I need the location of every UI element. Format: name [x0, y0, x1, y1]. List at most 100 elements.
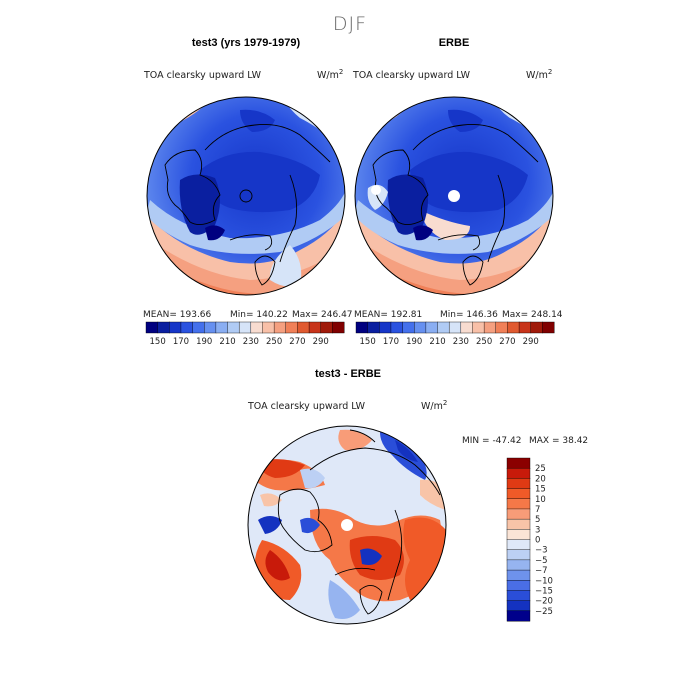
obs-mean: MEAN= 192.81	[354, 310, 422, 320]
model-colorbar-swatch	[320, 321, 333, 334]
diff-colorbar-tick-label: 25	[535, 464, 546, 474]
obs-variable-label: TOA clearsky upward LW	[352, 70, 471, 81]
obs-colorbar: 150 170 190 210 230 250 270 290	[355, 321, 555, 347]
diff-polar-map	[247, 425, 447, 625]
diff-colorbar-tick-label: −15	[535, 586, 553, 596]
obs-colorbar-swatch	[542, 321, 555, 334]
diff-colorbar-swatch	[506, 600, 531, 612]
model-colorbar-swatch	[215, 321, 229, 334]
diff-units-label: W/m2	[421, 399, 447, 412]
model-colorbar-swatch	[145, 321, 159, 334]
obs-stats: MEAN= 192.81 Min= 146.36 Max= 248.14	[354, 310, 563, 320]
model-colorbar-swatch	[180, 321, 194, 334]
diff-colorbar-tick-label: −25	[535, 607, 553, 617]
obs-colorbar-tick-label: 230	[453, 337, 469, 347]
obs-colorbar-tick-label: 270	[499, 337, 515, 347]
model-colorbar-swatch	[332, 321, 345, 334]
obs-colorbar-tick-label: 170	[383, 337, 399, 347]
diff-colorbar-swatch	[506, 488, 531, 500]
diff-colorbar-swatch	[506, 549, 531, 561]
obs-colorbar-swatch	[355, 321, 369, 334]
obs-max: Max= 248.14	[502, 310, 563, 320]
diff-panel-title: test3 - ERBE	[315, 368, 381, 380]
obs-colorbar-swatch	[379, 321, 392, 334]
model-mean: MEAN= 193.66	[143, 310, 212, 320]
diff-colorbar-swatch	[506, 478, 531, 490]
obs-colorbar-swatch	[472, 321, 485, 334]
model-colorbar-tick-label: 190	[196, 337, 212, 347]
obs-colorbar-swatch	[460, 321, 473, 334]
obs-colorbar-swatch	[518, 321, 532, 334]
diff-colorbar-swatch	[506, 610, 531, 622]
model-colorbar-swatch	[204, 321, 217, 334]
obs-min: Min= 146.36	[440, 310, 498, 320]
obs-colorbar-swatch	[483, 321, 497, 334]
obs-panel-title: ERBE	[439, 37, 470, 49]
obs-colorbar-tick-label: 190	[406, 337, 422, 347]
model-colorbar-swatch	[169, 321, 182, 334]
diff-colorbar-tick-label: 3	[535, 525, 540, 535]
obs-colorbar-swatch	[425, 321, 439, 334]
model-stats: MEAN= 193.66 Min= 140.22 Max= 246.47	[143, 310, 353, 320]
diff-colorbar-tick-label: −10	[535, 576, 553, 586]
obs-colorbar-tick-label: 150	[360, 337, 376, 347]
model-colorbar-swatch	[250, 321, 263, 334]
obs-colorbar-swatch	[414, 321, 427, 334]
diff-min: MIN = -47.42	[462, 436, 521, 446]
diff-colorbar-tick-label: 7	[535, 505, 540, 515]
diff-stats: MIN = -47.42 MAX = 38.42	[462, 436, 588, 446]
model-colorbar-swatch	[238, 321, 252, 334]
diff-colorbar-tick-label: 15	[535, 485, 546, 495]
obs-pole-gap	[448, 190, 460, 202]
diff-max: MAX = 38.42	[529, 436, 588, 446]
diff-colorbar-swatch	[506, 590, 531, 602]
diff-colorbar-swatch	[506, 508, 531, 520]
main-title: DJF	[333, 13, 367, 35]
model-colorbar-tick-label: 230	[243, 337, 259, 347]
diff-colorbar-tick-label: 0	[535, 536, 540, 546]
model-colorbar-tick-label: 170	[173, 337, 189, 347]
diff-colorbar-swatch	[506, 518, 531, 530]
diff-colorbar-tick-label: 5	[535, 515, 540, 525]
diff-colorbar-swatch	[506, 539, 531, 551]
diff-colorbar-swatch	[506, 569, 531, 581]
model-colorbar-swatch	[262, 321, 275, 334]
obs-colorbar-swatch	[437, 321, 450, 334]
model-max: Max= 246.47	[292, 310, 353, 320]
model-colorbar-tick-label: 250	[266, 337, 282, 347]
obs-units-label: W/m2	[526, 68, 552, 81]
diff-colorbar-tick-label: −5	[535, 556, 548, 566]
obs-colorbar-tick-label: 210	[429, 337, 445, 347]
obs-colorbar-swatch	[507, 321, 520, 334]
model-colorbar-swatch	[157, 321, 170, 334]
diff-colorbar-swatch	[506, 580, 531, 591]
model-colorbar-tick-label: 290	[313, 337, 329, 347]
model-colorbar-swatch	[285, 321, 298, 334]
obs-colorbar-swatch	[367, 321, 380, 334]
diff-colorbar-swatch	[506, 498, 531, 510]
obs-colorbar-swatch	[495, 321, 508, 334]
model-panel-title: test3 (yrs 1979-1979)	[192, 37, 301, 49]
diff-colorbar-tick-label: −3	[535, 546, 548, 556]
model-colorbar-tick-label: 270	[289, 337, 305, 347]
diff-colorbar-tick-label: 10	[535, 495, 546, 505]
model-colorbar-swatch	[273, 321, 287, 334]
diff-colorbar-tick-label: −20	[535, 597, 553, 607]
diff-colorbar-swatch	[506, 457, 531, 469]
model-colorbar-tick-label: 150	[150, 337, 166, 347]
model-min: Min= 140.22	[230, 310, 288, 320]
model-colorbar-swatch	[308, 321, 322, 334]
diff-colorbar-tick-label: −7	[535, 566, 548, 576]
obs-colorbar-swatch	[390, 321, 404, 334]
model-polar-map	[146, 96, 346, 296]
model-units-label: W/m2	[317, 68, 343, 81]
model-variable-label: TOA clearsky upward LW	[143, 70, 262, 81]
model-colorbar-swatch	[227, 321, 240, 334]
model-colorbar: 150 170 190 210 230 250 270 290	[145, 321, 345, 347]
diff-pole-gap	[341, 519, 353, 531]
obs-missing-data-patch	[371, 185, 381, 195]
obs-colorbar-tick-label: 290	[523, 337, 539, 347]
diff-colorbar-swatch	[506, 529, 531, 541]
